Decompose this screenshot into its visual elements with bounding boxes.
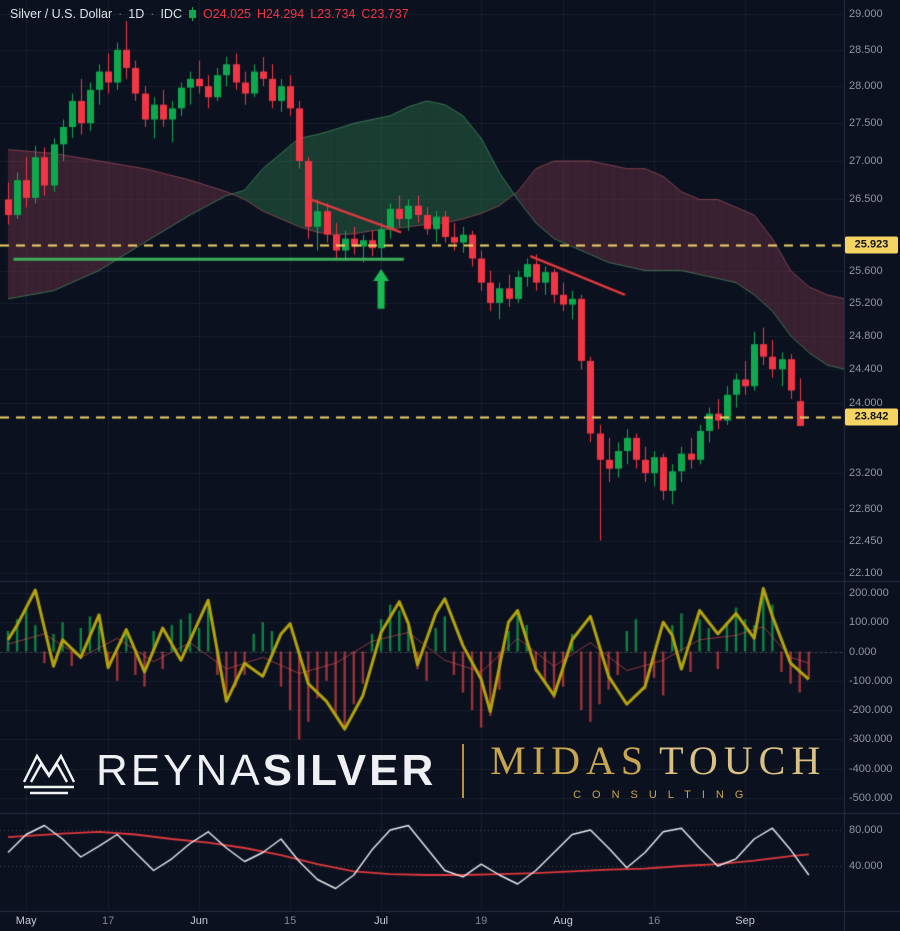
time-axis[interactable]: May 17 Jun 15 Jul 19 Aug 16 Sep (0, 912, 845, 931)
time-label: 17 (101, 915, 115, 927)
price-axis-label: 22.800 (849, 502, 883, 515)
price-axis[interactable]: 29.000 28.500 28.000 27.500 27.000 26.500 25.6… (845, 0, 900, 911)
price-level-tag: 25.923 (845, 236, 898, 254)
ohlc-open: O24.025 (202, 7, 251, 21)
price-axis-label: 24.400 (849, 363, 883, 376)
momentum-axis-label: -500.000 (849, 792, 893, 804)
price-axis-label: 24.800 (849, 329, 883, 342)
time-label: 16 (647, 915, 661, 927)
price-axis-label: 23.200 (849, 467, 883, 480)
legend-separator: · (150, 7, 155, 21)
momentum-axis-label: -300.000 (849, 733, 893, 746)
time-label: Jul (374, 915, 389, 927)
momentum-axis-label: 0.000 (849, 645, 877, 658)
time-label: Aug (553, 915, 573, 927)
time-label: Jun (190, 915, 208, 927)
price-axis-label: 27.000 (849, 155, 883, 167)
candle-chart-icon (188, 7, 197, 21)
symbol-title[interactable]: Silver / U.S. Dollar (10, 7, 113, 21)
stoch-axis-label: 80.000 (849, 824, 883, 836)
price-axis-label: 29.000 (849, 8, 883, 20)
momentum-axis-label: 100.000 (849, 616, 889, 629)
ohlc-close: C23.737 (361, 7, 409, 21)
time-label: May (15, 915, 37, 927)
price-axis-label: 25.200 (849, 296, 883, 309)
exchange-label[interactable]: IDC (160, 7, 182, 21)
price-axis-label: 22.450 (849, 534, 883, 547)
momentum-axis-label: -400.000 (849, 762, 893, 775)
price-axis-label: 28.000 (849, 80, 883, 93)
time-label: 15 (283, 915, 297, 927)
momentum-axis-label: 200.000 (849, 586, 889, 599)
price-axis-label: 27.500 (849, 117, 883, 130)
momentum-axis-label: -100.000 (849, 674, 893, 687)
time-label: 19 (475, 915, 488, 927)
time-label: Sep (735, 915, 755, 927)
legend-separator: · (118, 7, 123, 21)
ohlc-low: L23.734 (310, 7, 356, 21)
momentum-axis-label: -200.000 (849, 704, 893, 717)
price-axis-label: 26.500 (849, 193, 883, 206)
timeframe-label[interactable]: 1D (128, 7, 145, 21)
stoch-axis-label: 40.000 (849, 860, 883, 872)
price-level-tag: 23.842 (845, 408, 898, 426)
ohlc-high: H24.294 (256, 7, 305, 21)
symbol-legend: Silver / U.S. Dollar · 1D · IDC O24.025 … (10, 7, 409, 21)
price-axis-label: 22.100 (849, 567, 883, 579)
price-axis-label: 28.500 (849, 43, 883, 56)
price-axis-label: 24.000 (849, 397, 883, 410)
price-axis-label: 25.600 (849, 264, 883, 277)
